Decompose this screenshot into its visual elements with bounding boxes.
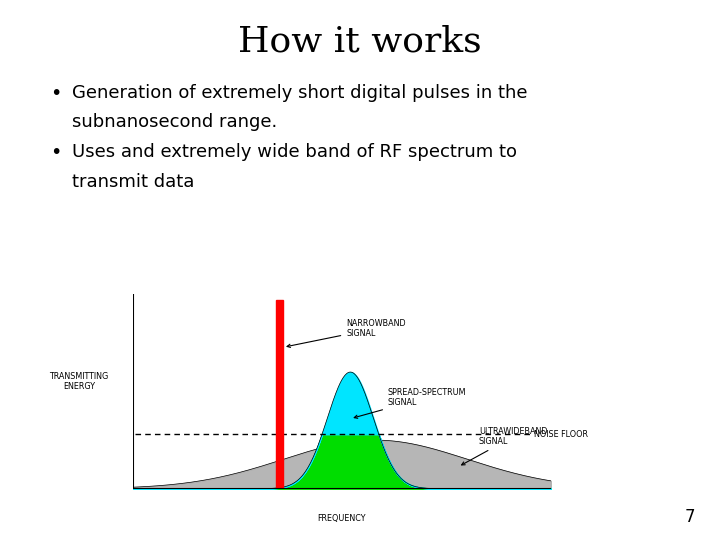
Text: ULTRAWIDEBAND
SIGNAL: ULTRAWIDEBAND SIGNAL [462,427,547,465]
Text: NOISE FLOOR: NOISE FLOOR [534,430,588,439]
Text: •: • [50,143,62,162]
Text: Uses and extremely wide band of RF spectrum to: Uses and extremely wide band of RF spect… [72,143,517,161]
Text: TRANSMITTING
ENERGY: TRANSMITTING ENERGY [49,372,109,391]
Text: transmit data: transmit data [72,173,194,191]
Text: NARROWBAND
SIGNAL: NARROWBAND SIGNAL [287,319,406,347]
Text: 7: 7 [684,509,695,526]
Text: •: • [50,84,62,103]
Text: Generation of extremely short digital pulses in the: Generation of extremely short digital pu… [72,84,528,102]
Text: subnanosecond range.: subnanosecond range. [72,113,277,131]
Text: FREQUENCY: FREQUENCY [318,514,366,523]
Text: How it works: How it works [238,24,482,58]
Text: SPREAD-SPECTRUM
SIGNAL: SPREAD-SPECTRUM SIGNAL [354,388,467,418]
Bar [276,300,283,489]
